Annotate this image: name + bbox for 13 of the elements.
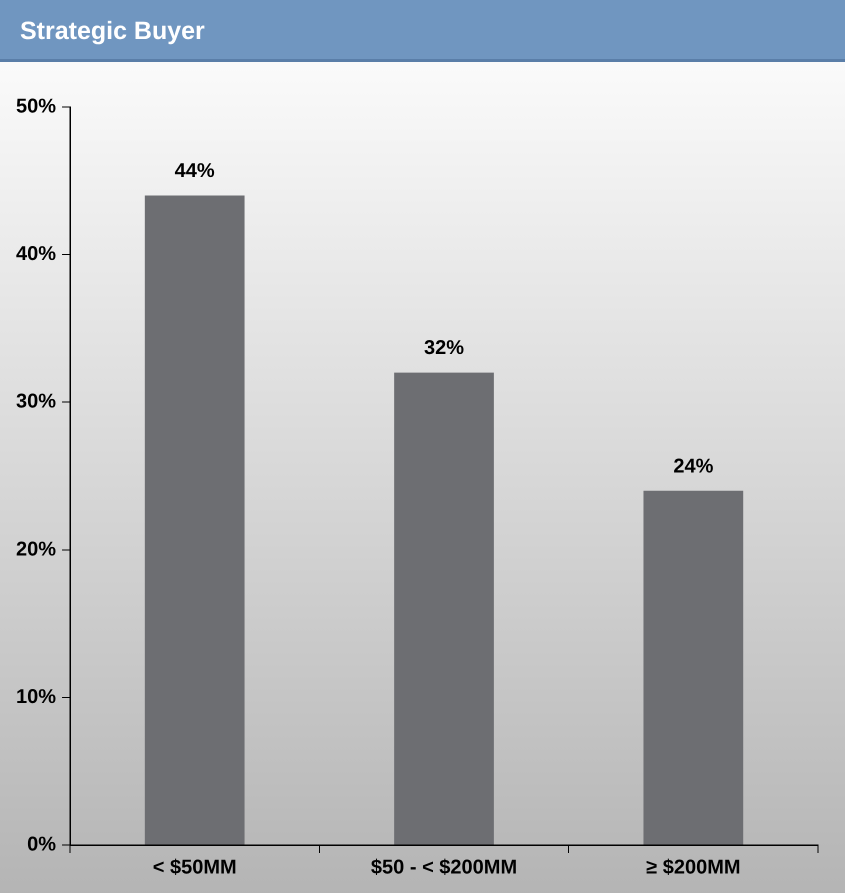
- data-label: 24%: [673, 455, 714, 478]
- y-tick-label: 50%: [16, 96, 56, 118]
- chart-title: Strategic Buyer: [0, 0, 845, 62]
- y-tick-label: 0%: [27, 834, 56, 856]
- data-label: 44%: [174, 160, 215, 182]
- y-tick-label: 40%: [16, 243, 56, 266]
- x-tick-label: < $50MM: [152, 856, 237, 879]
- x-tick-label: ≥ $200MM: [646, 856, 741, 879]
- y-tick-label: 10%: [16, 686, 56, 708]
- data-label: 32%: [424, 337, 464, 360]
- x-tick-label: $50 - < $200MM: [370, 856, 518, 879]
- y-tick-label: 30%: [16, 390, 56, 413]
- y-tick-label: 20%: [16, 538, 56, 560]
